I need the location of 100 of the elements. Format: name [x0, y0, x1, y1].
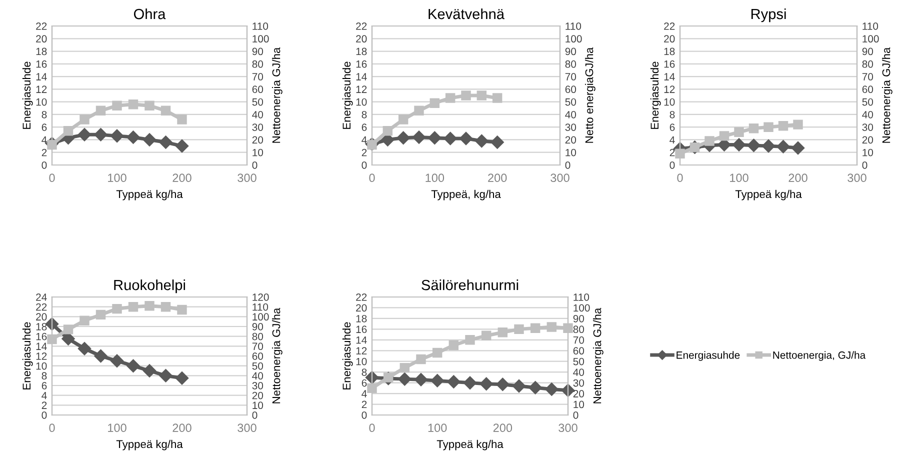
y2-tick-label: 70 [252, 73, 264, 80]
point [545, 382, 558, 396]
y-tick-label: 14 [356, 336, 367, 344]
point [430, 98, 440, 108]
y-axis-title: Energiasuhde [342, 62, 353, 129]
y-tick-label: 16 [356, 60, 367, 68]
y2-tick-label: 10 [252, 148, 264, 156]
point [177, 114, 187, 124]
y-tick-label: 12 [356, 86, 367, 93]
y2-tick-label: 90 [565, 48, 576, 56]
x-tick-label: 0 [369, 174, 375, 182]
point [159, 136, 172, 149]
point [463, 376, 477, 390]
y2-tick-label: 10 [566, 148, 576, 156]
y-tick-label: 14 [36, 342, 47, 350]
point [475, 134, 488, 148]
y2-tick-label: 0 [862, 162, 868, 169]
x-axis-title: Typpeä kg/ha [116, 440, 183, 450]
chart-title: Rypsi [751, 8, 786, 22]
y2-tick-label: 70 [862, 73, 874, 80]
y2-tick-label: 20 [565, 136, 576, 144]
y2-tick-label: 110 [566, 22, 582, 30]
y2-tick-label: 60 [252, 352, 264, 360]
y-tick-label: 12 [36, 352, 47, 360]
y-tick-label: 18 [36, 48, 47, 56]
y-tick-label: 16 [36, 60, 47, 68]
y-tick-label: 18 [356, 48, 367, 56]
point [492, 93, 502, 103]
point [175, 139, 189, 153]
y-tick-label: 2 [42, 402, 47, 409]
x-tick-label: 100 [428, 424, 447, 432]
point [528, 381, 542, 394]
y2-tick-label: 30 [252, 124, 264, 131]
x-axis-title: Typpeä kg/ha [735, 190, 802, 200]
point [432, 348, 442, 358]
x-tick-label: 200 [493, 424, 512, 432]
point [160, 302, 171, 312]
y2-tick-label: 50 [862, 98, 874, 106]
point [78, 128, 92, 142]
y2-tick-label: 60 [252, 86, 264, 94]
y2-tick-label: 20 [252, 392, 264, 400]
y2-tick-label: 80 [252, 60, 264, 68]
y-tick-label: 8 [42, 372, 47, 380]
point [448, 340, 459, 350]
point [416, 354, 426, 364]
y2-tick-label: 70 [565, 73, 576, 80]
legend-label: Nettoenergia, GJ/ha [773, 351, 866, 361]
point [62, 332, 75, 346]
point [412, 130, 426, 144]
point [444, 132, 457, 146]
y-tick-label: 4 [362, 136, 367, 144]
y2-tick-label: 100 [574, 304, 590, 312]
y-tick-label: 22 [36, 303, 47, 311]
point [459, 132, 473, 146]
point [110, 129, 124, 143]
y-axis-title: Energiasuhde [342, 322, 353, 390]
y-tick-label: 20 [36, 313, 47, 321]
y-tick-label: 14 [36, 73, 47, 80]
x-tick-label: 300 [238, 424, 256, 432]
x-tick-label: 300 [558, 424, 578, 432]
x-tick-label: 100 [730, 174, 748, 182]
x-tick-label: 0 [369, 424, 375, 432]
point [144, 300, 154, 311]
y2-tick-label: 80 [252, 332, 264, 340]
y2-tick-label: 120 [252, 294, 269, 301]
y-tick-label: 10 [664, 98, 675, 106]
point [367, 383, 377, 394]
y-tick-label: 2 [670, 148, 675, 156]
y2-tick-label: 110 [574, 294, 590, 301]
point [445, 93, 456, 103]
point [719, 131, 730, 141]
y-tick-label: 8 [670, 110, 675, 118]
y2-tick-label: 60 [862, 86, 874, 94]
x-tick-label: 200 [172, 174, 192, 182]
point [177, 304, 187, 315]
y-tick-label: 14 [356, 73, 367, 80]
point [128, 302, 138, 312]
y2-tick-label: 10 [574, 400, 584, 408]
x-tick-label: 300 [550, 174, 570, 182]
point [512, 379, 526, 393]
y2-axis-title: Nettoenergia GJ/ha [272, 47, 282, 143]
point [400, 362, 410, 373]
y2-tick-label: 20 [573, 390, 584, 398]
y2-tick-label: 50 [565, 98, 576, 106]
y-tick-label: 6 [42, 382, 47, 390]
y2-tick-label: 90 [862, 48, 874, 56]
y-tick-label: 24 [36, 294, 47, 301]
point [748, 123, 759, 134]
point [398, 372, 412, 386]
point [514, 324, 524, 334]
y-tick-label: 8 [362, 368, 367, 376]
y-tick-label: 22 [356, 22, 367, 30]
y2-tick-label: 80 [862, 60, 874, 68]
x-tick-label: 200 [172, 424, 192, 432]
point [546, 322, 557, 332]
point [78, 342, 92, 356]
x-tick-label: 200 [788, 174, 808, 182]
y-tick-label: 10 [356, 358, 367, 366]
chart-title: Ruokohelpi [114, 279, 186, 294]
point [96, 310, 106, 320]
